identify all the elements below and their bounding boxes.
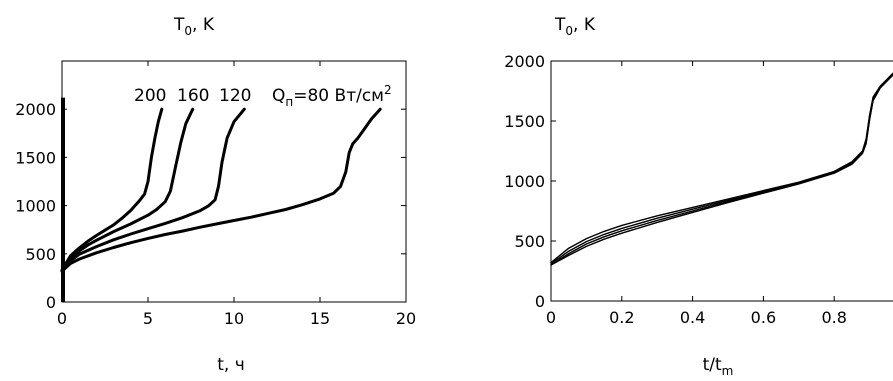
- plot-area: [60, 60, 407, 303]
- x-tick-labels: 0 0.2 0.4 0.6 0.8: [546, 308, 847, 327]
- y-tick-label: 1000: [504, 172, 545, 191]
- plot-area: [550, 60, 893, 302]
- label-200: 200: [134, 86, 166, 106]
- y-tick-labels: 0 500 1000 1500 2000: [504, 52, 545, 311]
- y-tick-labels: 0 500 1000 1500 2000: [15, 100, 56, 312]
- series-line-0: [60, 107, 164, 272]
- y-tick-label: 1500: [504, 112, 545, 131]
- y-tick-label: 0: [535, 292, 545, 311]
- x-tick-label: 0.2: [609, 308, 634, 327]
- curve-labels: 200 160 120 Qп=80 Вт/см2: [134, 83, 392, 109]
- y-tick-label: 2000: [15, 100, 56, 119]
- x-axis-label: t/tm: [703, 355, 734, 378]
- x-tick-label: 20: [396, 309, 416, 328]
- label-120: 120: [219, 86, 251, 106]
- x-tick-label: 10: [224, 309, 244, 328]
- y-tick-label: 0: [46, 293, 56, 312]
- plot-frame: [550, 60, 893, 302]
- y-tick-label: 1000: [15, 197, 56, 216]
- x-tick-labels: 0 5 10 15 20: [57, 309, 416, 328]
- y-axis-label: T0, K: [554, 15, 596, 38]
- y-tick-label: 1500: [15, 148, 56, 167]
- x-axis-label: t, ч: [217, 355, 245, 375]
- label-q80: Qп=80 Вт/см2: [272, 83, 392, 109]
- y-axis-label: T0, K: [173, 15, 215, 38]
- y-tick-label: 500: [514, 232, 545, 251]
- series-line-3: [60, 107, 382, 273]
- chart-time-plot: T0, K 0 5 10 15 20 0 500 1000 1500 2000 200 160 …: [15, 15, 416, 375]
- x-tick-label: 0: [57, 309, 67, 328]
- chart-normalized-plot: T0, K 0 0.2 0.4 0.6 0.8 0 500 1000 1500 2000 t/t…: [504, 15, 893, 378]
- series-line-0: [550, 72, 893, 264]
- x-tick-label: 0.8: [821, 308, 846, 327]
- x-tick-label: 0.6: [751, 308, 776, 327]
- label-160: 160: [177, 86, 209, 106]
- x-tick-label: 5: [143, 309, 153, 328]
- x-tick-label: 15: [310, 309, 330, 328]
- series-line-3: [550, 74, 893, 266]
- x-tick-label: 0: [546, 308, 556, 327]
- series-line-1: [60, 107, 195, 272]
- y-tick-label: 500: [25, 245, 56, 264]
- series-line-1: [550, 72, 893, 265]
- y-tick-label: 2000: [504, 52, 545, 71]
- series-line-2: [60, 107, 246, 273]
- x-tick-label: 0.4: [680, 308, 705, 327]
